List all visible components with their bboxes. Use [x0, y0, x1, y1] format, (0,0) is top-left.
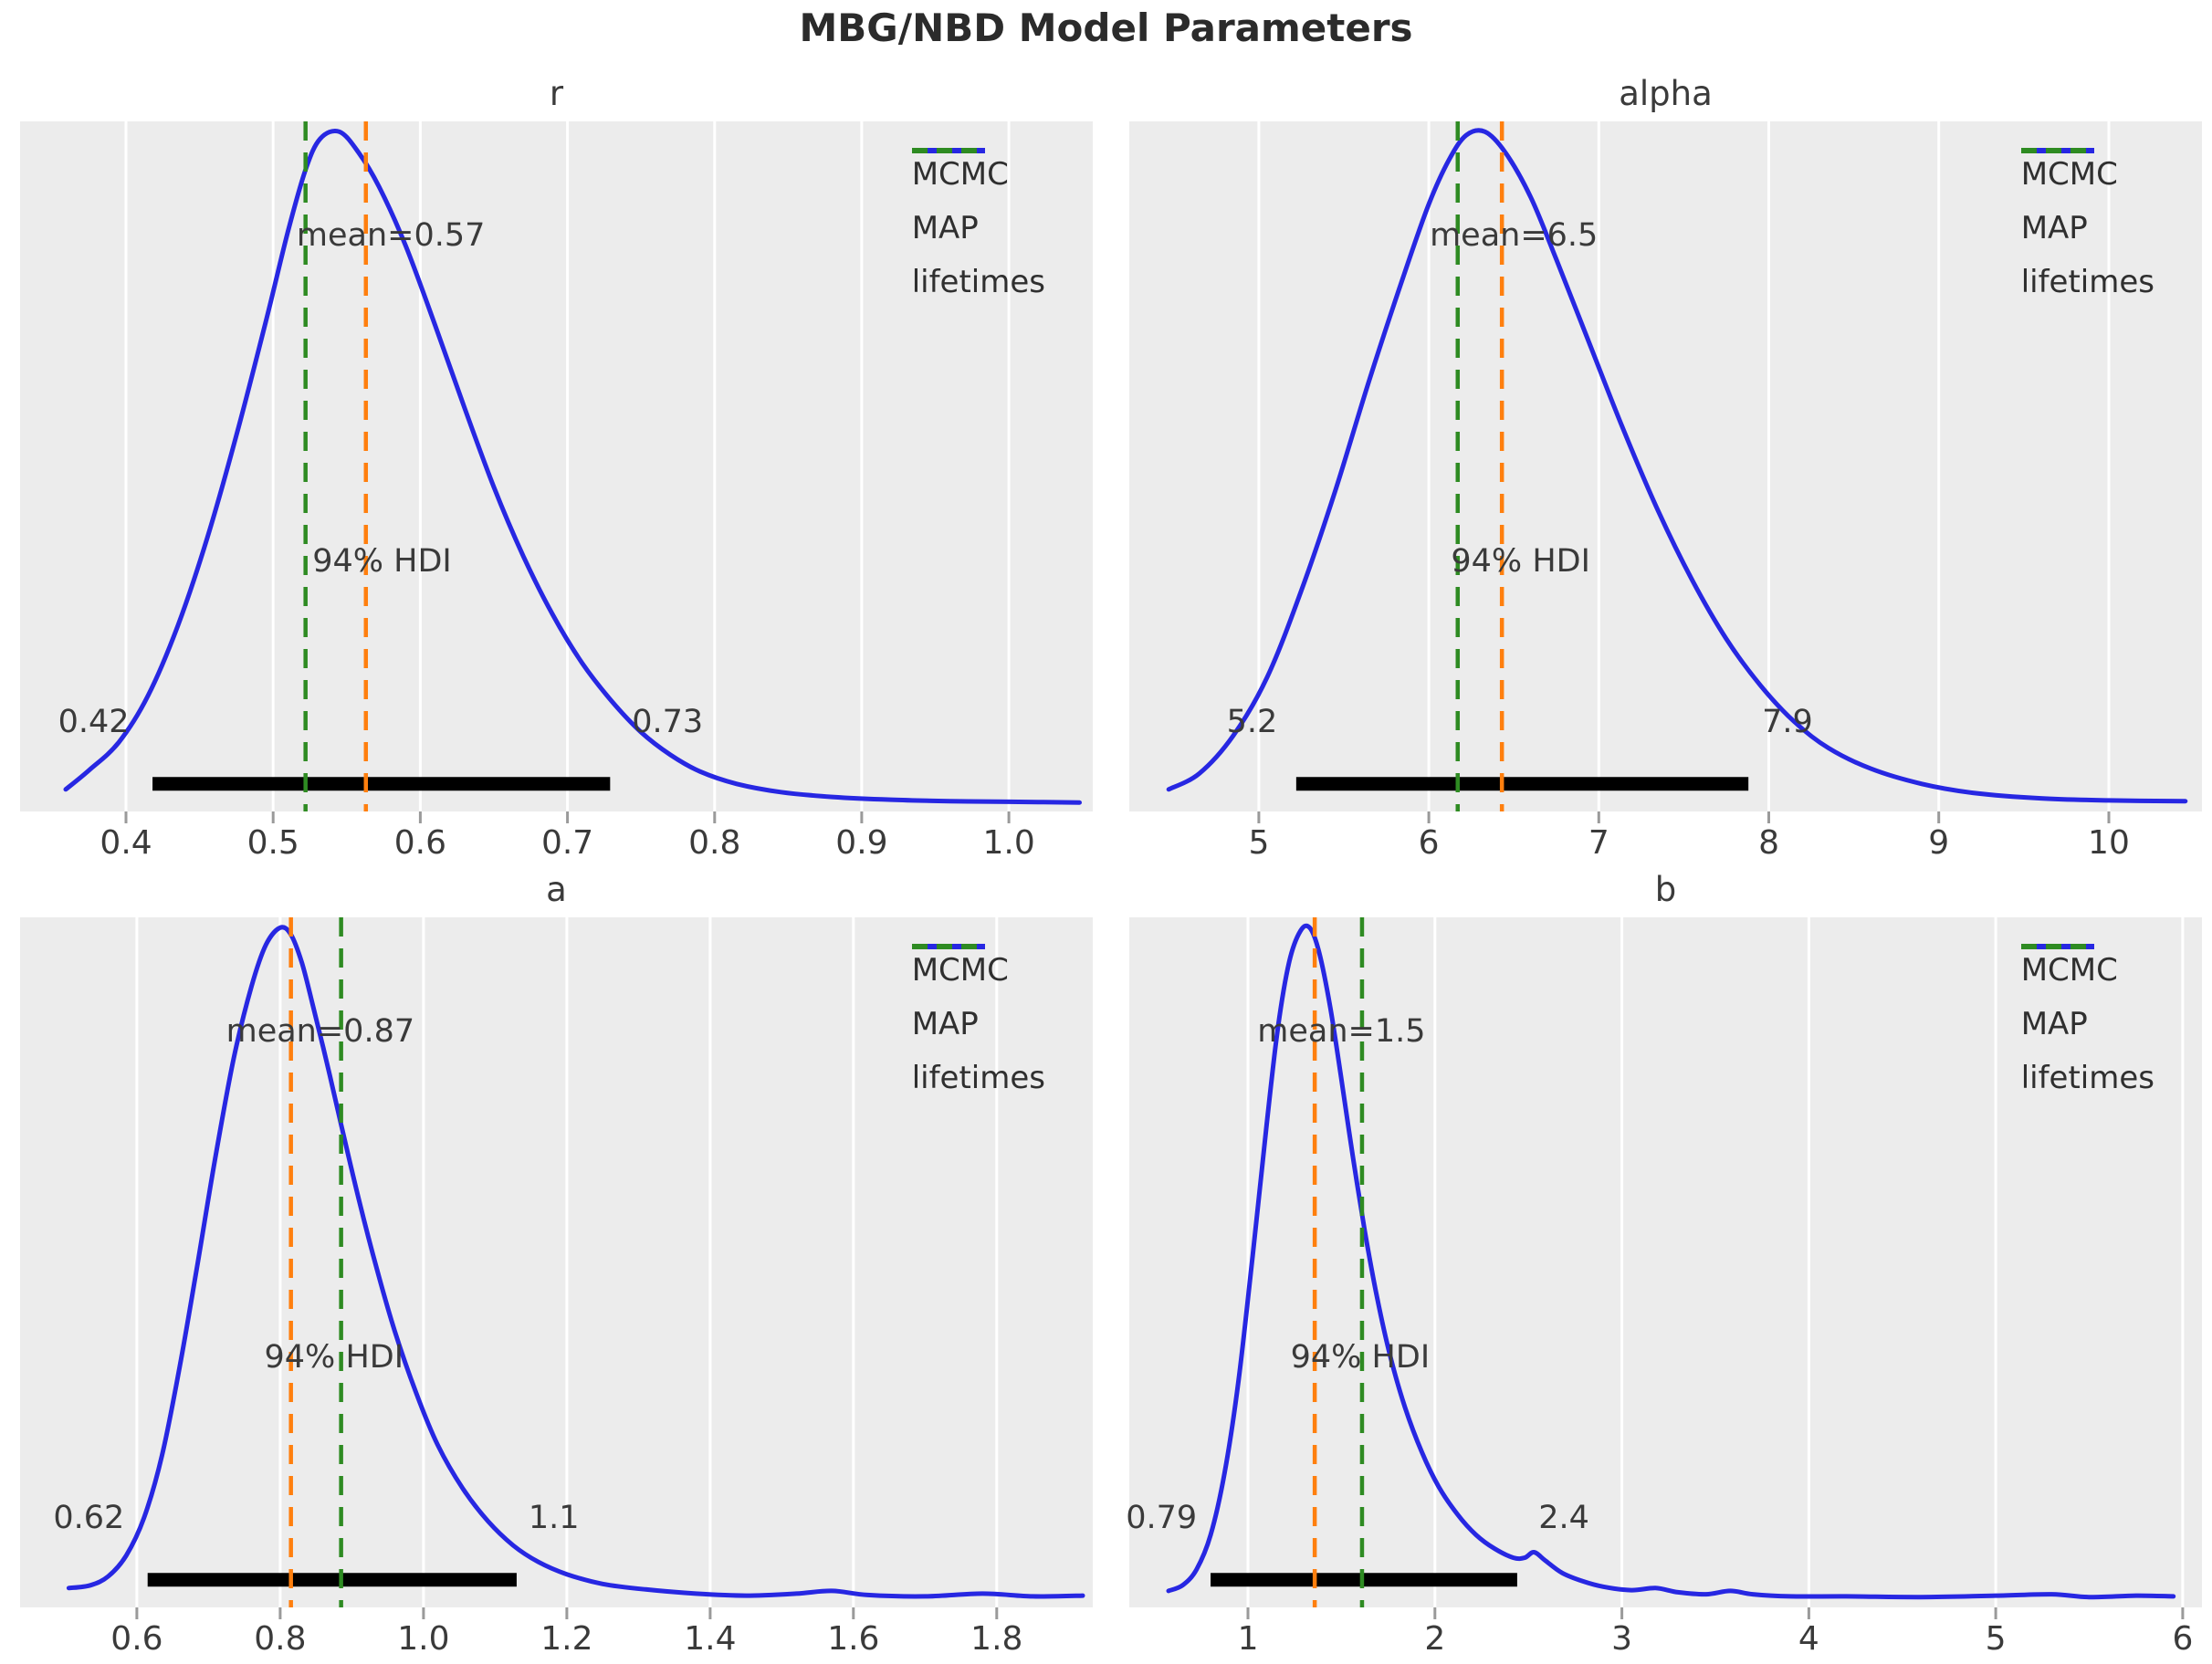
- legend: MCMC MAP lifetimes: [911, 943, 1045, 1104]
- x-tick-label: 3: [1611, 1620, 1633, 1658]
- x-tick-label: 0.8: [254, 1620, 307, 1658]
- x-tick-label: 0.6: [393, 824, 447, 862]
- hdi-label: 94% HDI: [1451, 543, 1590, 581]
- legend-lifetimes-line-icon: [911, 944, 985, 949]
- legend-label: MAP: [911, 1005, 979, 1042]
- subplot-a: a mean=0.87 94% HDI 0.62 1.1 0.6 0.8 1.0 1.2 1.4…: [20, 870, 1093, 1658]
- axes-area-a: mean=0.87 94% HDI 0.62 1.1 0.6 0.8 1.0 1.2 1.4 1.…: [20, 917, 1093, 1658]
- kde-plot-svg: [20, 121, 1093, 823]
- legend-label: lifetimes: [911, 1059, 1045, 1096]
- x-tick-label: 4: [1798, 1620, 1819, 1658]
- subplot-title-b: b: [1654, 870, 1677, 909]
- legend-item-mcmc: MCMC: [2020, 943, 2154, 997]
- x-tick-label: 1.4: [684, 1620, 737, 1658]
- legend-item-map: MAP: [2020, 148, 2154, 255]
- legend-label: MAP: [911, 209, 979, 246]
- legend-lifetimes-line-icon: [2020, 944, 2094, 949]
- mcmc-kde-curve: [1166, 128, 2188, 804]
- axes-area-b: mean=1.5 94% HDI 0.79 2.4 1 2 3 4 5 6 MCMC MAP lifet…: [1126, 917, 2202, 1658]
- x-tick-label: 0.6: [110, 1620, 163, 1658]
- mcmc-kde-curve: [1166, 923, 2176, 1600]
- mean-label: mean=1.5: [1257, 1012, 1426, 1050]
- x-tick-label: 1.0: [982, 824, 1035, 862]
- mean-label: mean=0.87: [225, 1012, 415, 1050]
- legend-label: MAP: [2020, 1005, 2088, 1042]
- x-tick-label: 1.0: [397, 1620, 450, 1658]
- legend-lifetimes-line-icon: [911, 148, 985, 153]
- kde-plot-svg: [1129, 121, 2202, 823]
- x-tick-label: 0.8: [688, 824, 741, 862]
- hdi-lo-label: 5.2: [1226, 703, 1278, 740]
- hdi-label: 94% HDI: [312, 543, 452, 581]
- hdi-lo-label: 0.42: [58, 703, 130, 740]
- legend-label: MAP: [2020, 209, 2088, 246]
- kde-plot-svg: [1129, 917, 2202, 1619]
- x-tick-label: 5: [1248, 824, 1270, 862]
- x-tick-label: 1.8: [970, 1620, 1023, 1658]
- axes-area-alpha: mean=6.5 94% HDI 5.2 7.9 5 6 7 8 9 10 MCMC MAP lifet…: [1129, 121, 2202, 862]
- mean-label: mean=6.5: [1430, 216, 1599, 254]
- legend-item-map: MAP: [2020, 944, 2154, 1051]
- legend-item-lifetimes: lifetimes: [2020, 944, 2154, 1104]
- legend-label: MCMC: [911, 951, 1009, 989]
- legend-label: MCMC: [2020, 155, 2118, 193]
- legend-label: MCMC: [911, 155, 1009, 193]
- subplot-title-r: r: [549, 74, 564, 113]
- legend-label: MCMC: [2020, 951, 2118, 989]
- legend-item-lifetimes: lifetimes: [911, 944, 1045, 1104]
- x-tick-label: 1.2: [540, 1620, 593, 1658]
- hdi-lo-label: 0.79: [1126, 1499, 1198, 1536]
- x-tick-label: 6: [1418, 824, 1440, 862]
- subplot-b: b mean=1.5 94% HDI 0.79 2.4 1 2 3 4 5 6 MCMC MAP lif…: [1126, 870, 2202, 1658]
- legend-label: lifetimes: [2020, 1059, 2154, 1096]
- mcmc-kde-curve: [63, 128, 1082, 805]
- x-tick-label: 8: [1758, 824, 1779, 862]
- x-tick-label: 10: [2088, 824, 2130, 862]
- figure-title: MBG/NBD Model Parameters: [799, 5, 1413, 50]
- legend-item-lifetimes: lifetimes: [911, 148, 1045, 309]
- legend-item-mcmc: MCMC: [2020, 147, 2154, 201]
- x-tick-label: 1.6: [827, 1620, 880, 1658]
- legend-item-mcmc: MCMC: [911, 943, 1045, 997]
- x-tick-label: 2: [1424, 1620, 1446, 1658]
- legend: MCMC MAP lifetimes: [2020, 943, 2154, 1104]
- legend-lifetimes-line-icon: [2020, 148, 2094, 153]
- hdi-hi-label: 0.73: [632, 703, 704, 740]
- subplot-alpha: alpha mean=6.5 94% HDI 5.2 7.9 5 6 7 8 9 10 MCMC MA…: [1129, 74, 2202, 862]
- mean-label: mean=0.57: [296, 216, 486, 254]
- x-tick-label: 0.5: [246, 824, 299, 862]
- subplot-title-a: a: [546, 870, 567, 909]
- x-tick-label: 0.9: [835, 824, 888, 862]
- legend-item-lifetimes: lifetimes: [2020, 148, 2154, 309]
- x-tick-label: 7: [1588, 824, 1609, 862]
- x-tick-label: 0.7: [540, 824, 594, 862]
- x-tick-label: 9: [1928, 824, 1950, 862]
- legend: MCMC MAP lifetimes: [2020, 147, 2154, 309]
- legend: MCMC MAP lifetimes: [911, 147, 1045, 309]
- subplot-r: r mean=0.57 94% HDI 0.42 0.73 0.4 0.5 0.6 0.7 0.…: [20, 74, 1093, 862]
- axes-background: [20, 121, 1093, 811]
- hdi-label: 94% HDI: [1290, 1339, 1431, 1376]
- axes-area-r: mean=0.57 94% HDI 0.42 0.73 0.4 0.5 0.6 0.7 0.8 0…: [20, 121, 1093, 862]
- subplot-title-alpha: alpha: [1619, 74, 1713, 113]
- hdi-hi-label: 1.1: [528, 1499, 580, 1536]
- legend-label: lifetimes: [2020, 263, 2154, 300]
- hdi-lo-label: 0.62: [53, 1499, 125, 1536]
- x-tick-label: 1: [1237, 1620, 1259, 1658]
- x-tick-label: 5: [1985, 1620, 2007, 1658]
- hdi-label: 94% HDI: [264, 1339, 404, 1376]
- hdi-hi-label: 2.4: [1538, 1499, 1589, 1536]
- legend-item-map: MAP: [911, 944, 1045, 1051]
- kde-plot-svg: [20, 917, 1093, 1619]
- axes-background: [1129, 917, 2202, 1607]
- legend-item-map: MAP: [911, 148, 1045, 255]
- x-tick-label: 0.4: [100, 824, 152, 862]
- mcmc-kde-curve: [66, 925, 1085, 1599]
- legend-item-mcmc: MCMC: [911, 147, 1045, 201]
- legend-label: lifetimes: [911, 263, 1045, 300]
- x-tick-label: 6: [2172, 1620, 2194, 1658]
- hdi-hi-label: 7.9: [1762, 703, 1813, 740]
- axes-background: [1129, 121, 2202, 811]
